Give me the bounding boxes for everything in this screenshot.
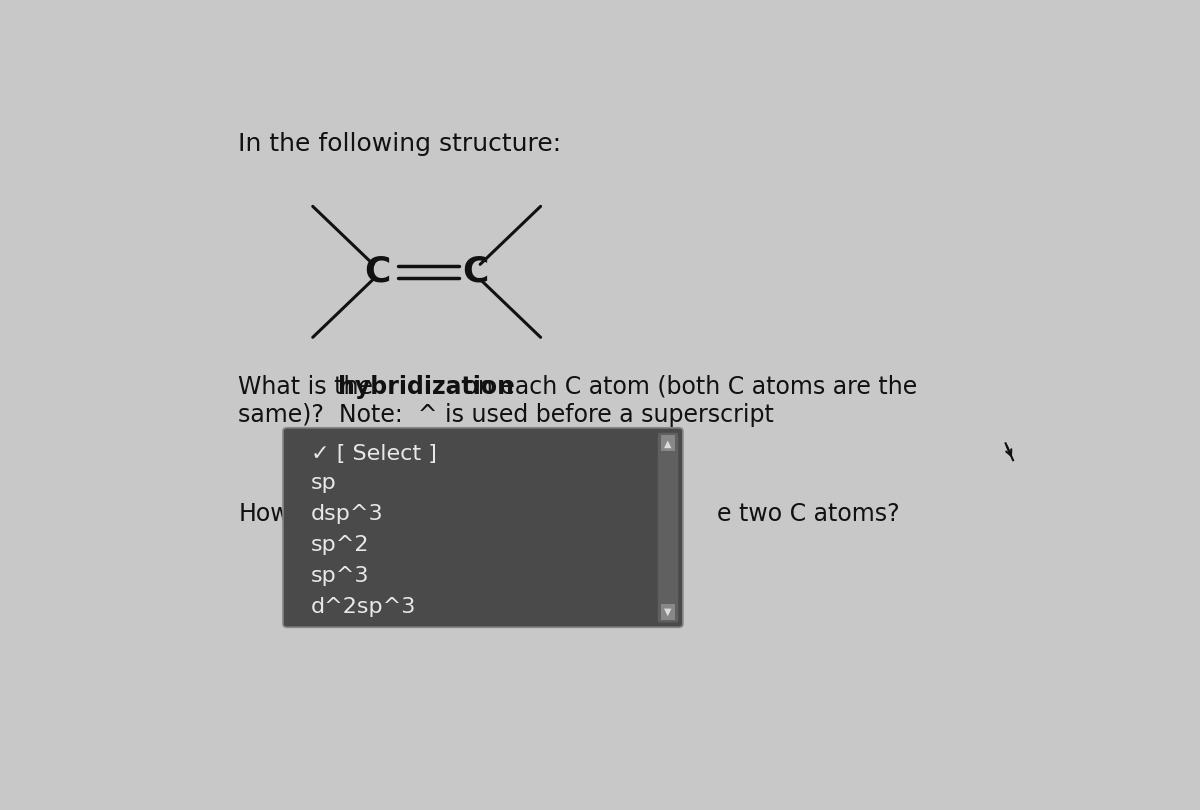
Text: ▼: ▼: [665, 607, 672, 616]
Text: e two C atoms?: e two C atoms?: [718, 502, 900, 526]
Text: ✓ [ Select ]: ✓ [ Select ]: [311, 444, 437, 464]
Text: In the following structure:: In the following structure:: [239, 131, 562, 156]
Text: C: C: [462, 255, 488, 289]
Text: dsp^3: dsp^3: [311, 504, 384, 524]
FancyBboxPatch shape: [658, 433, 678, 622]
Text: What is the: What is the: [239, 375, 380, 399]
Text: d^2sp^3: d^2sp^3: [311, 597, 416, 617]
Text: ▲: ▲: [665, 438, 672, 449]
Text: sp: sp: [311, 473, 337, 493]
Text: on each C atom (both C atoms are the: on each C atom (both C atoms are the: [456, 375, 917, 399]
FancyBboxPatch shape: [283, 428, 683, 628]
FancyBboxPatch shape: [660, 603, 676, 620]
Text: hybridization: hybridization: [338, 375, 514, 399]
Text: sp^2: sp^2: [311, 535, 370, 555]
Text: C: C: [365, 255, 391, 289]
Text: sp^3: sp^3: [311, 566, 370, 586]
Text: How: How: [239, 502, 290, 526]
FancyBboxPatch shape: [660, 435, 676, 451]
Text: same)?  Note:  ^ is used before a superscript: same)? Note: ^ is used before a superscr…: [239, 403, 774, 427]
